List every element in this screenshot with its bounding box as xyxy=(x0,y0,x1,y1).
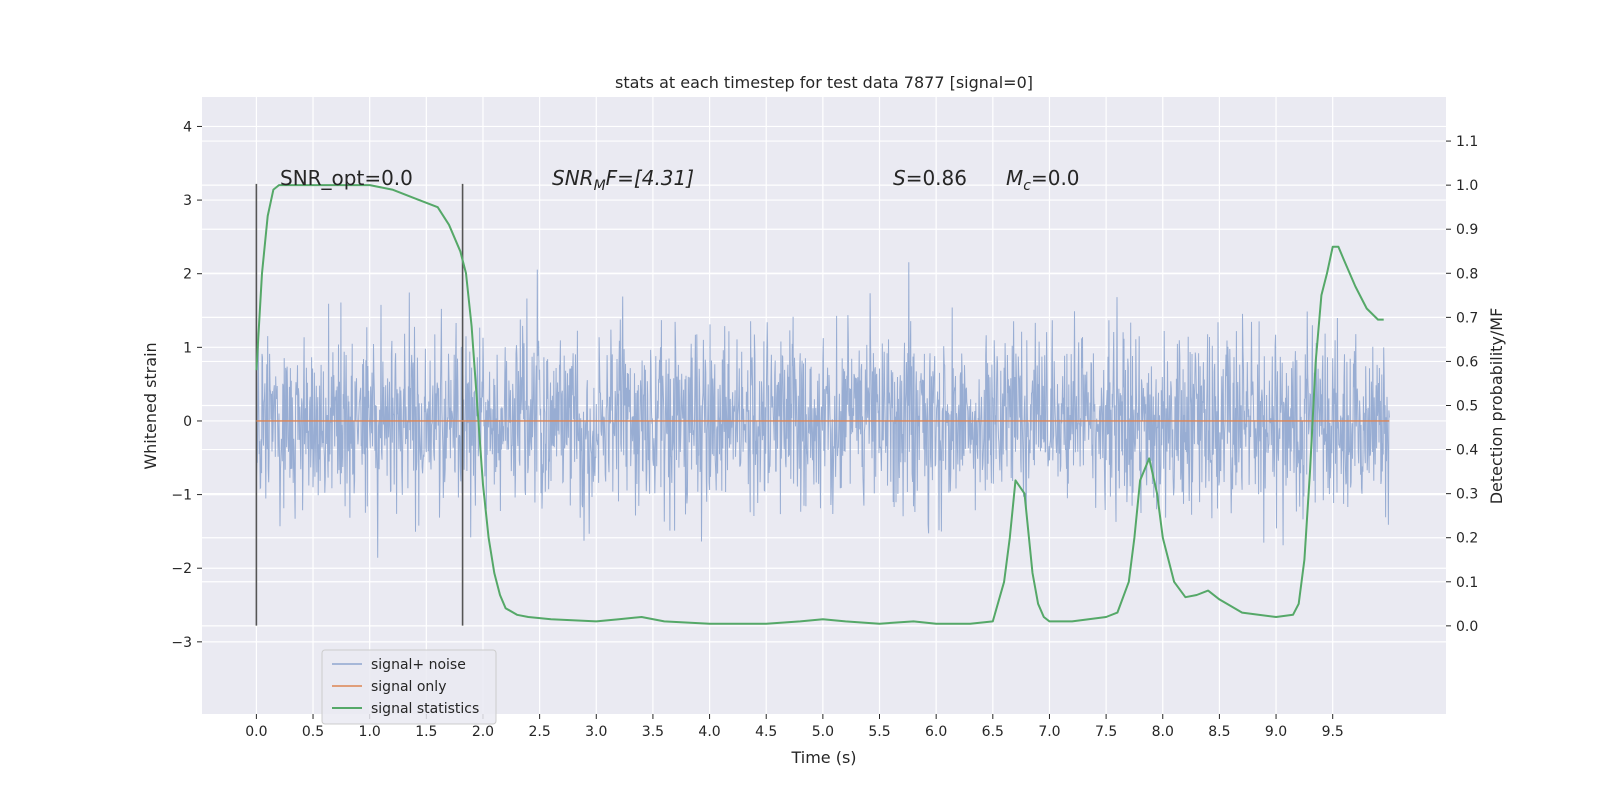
chart-title: stats at each timestep for test data 787… xyxy=(615,73,1033,92)
y-tick-label: −1 xyxy=(171,488,192,504)
y2-axis-ticks: 1.1 1.0 0.9 0.8 0.7 0.6 0.5 0.4 0.3 0.2 0.1 0.0 xyxy=(1446,134,1478,635)
x-tick-label: 0.5 xyxy=(302,724,324,740)
x-tick-label: 5.5 xyxy=(868,724,890,740)
y2-tick-label: 0.3 xyxy=(1456,487,1478,503)
x-tick-label: 8.0 xyxy=(1152,724,1174,740)
y2-tick-label: 1.1 xyxy=(1456,134,1478,150)
y-tick-label: −2 xyxy=(171,561,192,577)
snr-mf-base: SNR xyxy=(552,166,594,190)
x-tick-label: 8.5 xyxy=(1208,724,1230,740)
legend-label-signal-statistics: signal statistics xyxy=(371,701,479,717)
x-tick-label: 1.5 xyxy=(415,724,437,740)
snr-mf-rest: F=[4.31] xyxy=(606,166,694,190)
y2-tick-label: 0.1 xyxy=(1456,575,1478,591)
x-tick-label: 2.5 xyxy=(528,724,550,740)
mc-sub: c xyxy=(1023,178,1031,194)
y2-tick-label: 0.2 xyxy=(1456,531,1478,547)
y2-tick-label: 1.0 xyxy=(1456,178,1478,194)
x-tick-label: 7.0 xyxy=(1038,724,1060,740)
snr-mf-sub: M xyxy=(594,178,606,194)
y2-tick-label: 0.9 xyxy=(1456,222,1478,238)
s-var: S xyxy=(893,166,906,190)
annotation-snr-mf: SNRMF=[4.31] xyxy=(552,166,694,194)
y2-tick-label: 0.7 xyxy=(1456,310,1478,326)
legend-label-signal-only: signal only xyxy=(371,679,446,695)
x-tick-label: 9.5 xyxy=(1322,724,1344,740)
y2-tick-label: 0.6 xyxy=(1456,354,1478,370)
y2-tick-label: 0.4 xyxy=(1456,443,1478,459)
x-tick-label: 4.5 xyxy=(755,724,777,740)
y-tick-label: −3 xyxy=(171,635,192,651)
s-val: =0.86 xyxy=(906,166,967,190)
y2-axis-label: Detection probability/MF xyxy=(1487,308,1506,505)
y-axis-ticks: 4 3 2 1 0 −1 −2 −3 xyxy=(171,119,202,651)
x-tick-label: 9.0 xyxy=(1265,724,1287,740)
legend: signal+ noise signal only signal statist… xyxy=(321,649,497,725)
mc-val: =0.0 xyxy=(1031,166,1080,190)
x-tick-label: 5.0 xyxy=(812,724,834,740)
y-tick-label: 4 xyxy=(183,119,192,135)
annotation-mc: Mc=0.0 xyxy=(1006,166,1080,194)
x-tick-label: 3.5 xyxy=(642,724,664,740)
x-tick-label: 6.5 xyxy=(982,724,1004,740)
y-tick-label: 1 xyxy=(183,340,192,356)
x-tick-label: 7.5 xyxy=(1095,724,1117,740)
signal-statistics-line xyxy=(255,184,1384,625)
y2-tick-label: 0.8 xyxy=(1456,266,1478,282)
series-lines xyxy=(255,183,1390,626)
series-signal-plus-noise xyxy=(255,262,1390,558)
x-axis-label: Time (s) xyxy=(790,748,856,767)
x-tick-label: 4.0 xyxy=(698,724,720,740)
y2-tick-label: 0.5 xyxy=(1456,399,1478,415)
annotation-snr-opt: SNR_opt=0.0 xyxy=(280,166,413,190)
y2-tick-label: 0.0 xyxy=(1456,619,1478,635)
annotation-s: S=0.86 xyxy=(893,166,967,190)
y-axis-label: Whitened strain xyxy=(141,342,160,469)
legend-box xyxy=(321,649,497,725)
x-axis-ticks: 0.0 0.5 1.0 1.5 2.0 2.5 3.0 3.5 4.0 4.5 5.0 5.5 6.0 6… xyxy=(245,714,1344,740)
x-tick-label: 3.0 xyxy=(585,724,607,740)
x-tick-label: 1.0 xyxy=(359,724,381,740)
mc-base: M xyxy=(1006,166,1023,190)
x-tick-label: 0.0 xyxy=(245,724,267,740)
signal-plus-noise-line xyxy=(255,262,1390,558)
y-tick-label: 3 xyxy=(183,193,192,209)
legend-label-signal-plus-noise: signal+ noise xyxy=(371,657,466,673)
x-tick-label: 2.0 xyxy=(472,724,494,740)
y-tick-label: 2 xyxy=(183,267,192,283)
x-tick-label: 6.0 xyxy=(925,724,947,740)
y-tick-label: 0 xyxy=(183,414,192,430)
